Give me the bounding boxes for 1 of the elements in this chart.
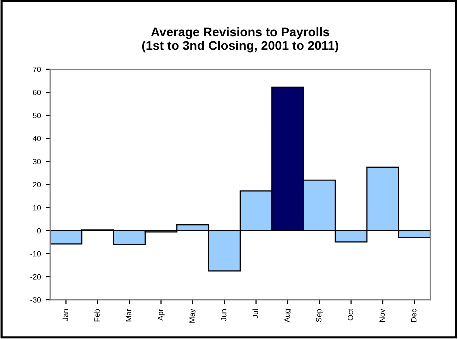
chart-title: Average Revisions to Payrolls (1st to 3nd Closing, 2001 to 2011): [142, 27, 338, 53]
